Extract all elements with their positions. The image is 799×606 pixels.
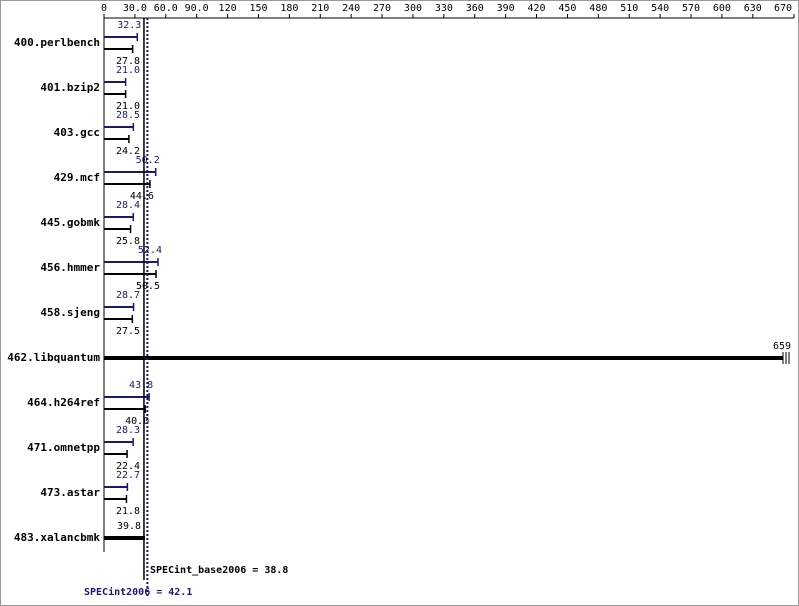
value-label: 44.6 xyxy=(130,191,154,202)
x-tick-label: 630 xyxy=(744,3,762,14)
x-tick-label: 330 xyxy=(435,3,453,14)
value-label: 32.3 xyxy=(117,20,141,31)
peak-metric-label: SPECint2006 = 42.1 xyxy=(84,586,192,598)
benchmark-label: 445.gobmk xyxy=(40,216,100,229)
benchmark-label: 471.omnetpp xyxy=(27,441,100,454)
value-label: 27.8 xyxy=(116,56,140,67)
x-tick-label: 670 xyxy=(774,3,792,14)
benchmark-label: 401.bzip2 xyxy=(40,81,100,94)
value-label: 50.2 xyxy=(136,155,160,166)
value-label: 659 xyxy=(773,341,791,352)
x-tick-label: 600 xyxy=(713,3,731,14)
x-tick-label: 210 xyxy=(311,3,329,14)
benchmark-label: 429.mcf xyxy=(54,171,100,184)
x-tick-label: 0 xyxy=(101,3,107,14)
x-tick-label: 390 xyxy=(497,3,515,14)
value-label: 28.3 xyxy=(116,425,140,436)
value-label: 21.0 xyxy=(116,101,140,112)
value-label: 39.8 xyxy=(117,521,141,532)
value-label: 21.8 xyxy=(116,506,140,517)
benchmark-label: 464.h264ref xyxy=(27,396,100,409)
x-tick-label: 480 xyxy=(589,3,607,14)
value-label: 22.4 xyxy=(116,461,140,472)
value-label: 28.7 xyxy=(116,290,140,301)
base-metric-label: SPECint_base2006 = 38.8 xyxy=(150,564,288,576)
benchmark-label: 403.gcc xyxy=(54,126,100,139)
value-label: 24.2 xyxy=(116,146,140,157)
x-tick-label: 300 xyxy=(404,3,422,14)
value-label: 27.5 xyxy=(116,326,140,337)
x-tick-label: 450 xyxy=(558,3,576,14)
x-tick-label: 360 xyxy=(466,3,484,14)
value-label: 28.5 xyxy=(116,110,140,121)
benchmark-label: 400.perlbench xyxy=(14,36,100,49)
x-tick-label: 540 xyxy=(651,3,669,14)
x-tick-label: 120 xyxy=(219,3,237,14)
x-tick-label: 180 xyxy=(280,3,298,14)
value-label: 28.4 xyxy=(116,200,140,211)
benchmark-label: 458.sjeng xyxy=(40,306,100,319)
x-tick-label: 30.0 xyxy=(123,3,147,14)
x-tick-label: 420 xyxy=(528,3,546,14)
x-tick-label: 510 xyxy=(620,3,638,14)
benchmark-label: 462.libquantum xyxy=(7,351,100,364)
benchmark-label: 483.xalancbmk xyxy=(14,531,100,544)
value-label: 22.7 xyxy=(116,470,140,481)
x-tick-label: 150 xyxy=(249,3,267,14)
benchmark-label: 473.astar xyxy=(40,486,100,499)
value-label: 21.0 xyxy=(116,65,140,76)
value-label: 40.0 xyxy=(125,416,149,427)
x-tick-label: 90.0 xyxy=(185,3,209,14)
value-label: 43.8 xyxy=(129,380,153,391)
value-label: 25.8 xyxy=(116,236,140,247)
benchmark-label: 456.hmmer xyxy=(40,261,100,274)
x-tick-label: 570 xyxy=(682,3,700,14)
x-tick-label: 60.0 xyxy=(154,3,178,14)
x-tick-label: 240 xyxy=(342,3,360,14)
x-tick-label: 270 xyxy=(373,3,391,14)
value-label: 52.4 xyxy=(138,245,162,256)
